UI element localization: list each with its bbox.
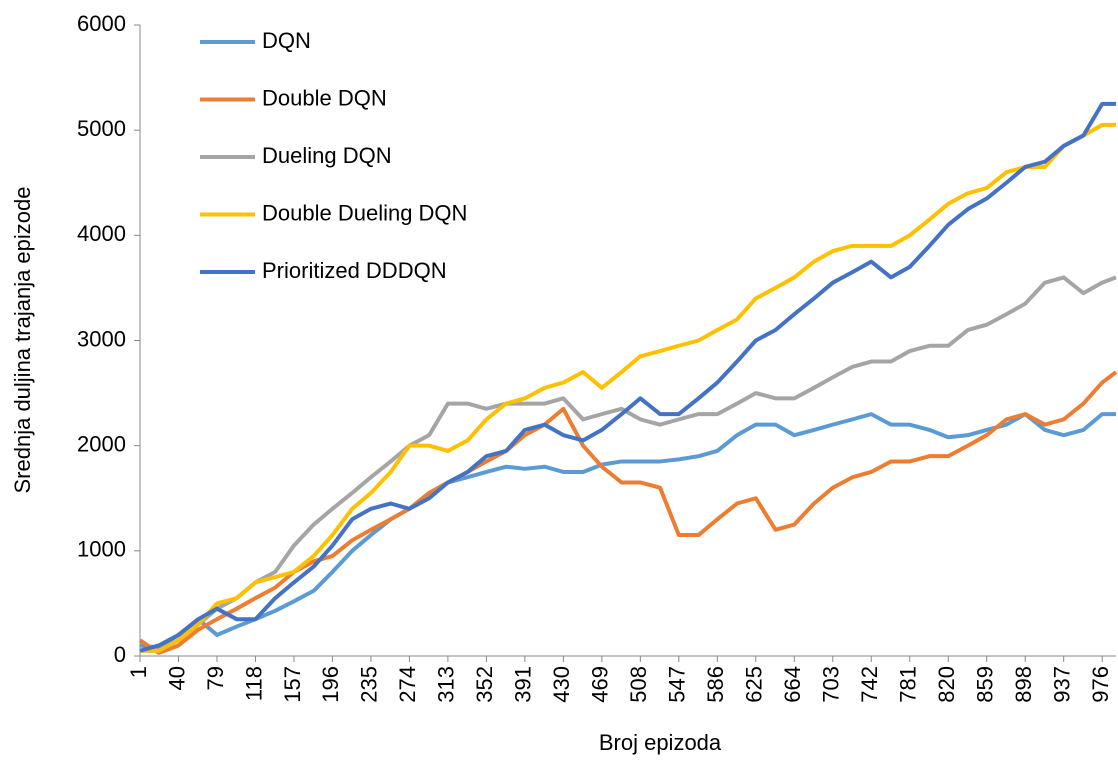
y-axis-label: Srednja duljina trajanja epizode: [10, 187, 35, 494]
x-tick-label: 352: [472, 666, 497, 703]
y-tick-label: 2000: [77, 431, 126, 456]
x-tick-label: 157: [280, 666, 305, 703]
y-tick-label: 5000: [77, 116, 126, 141]
legend-label: Double Dueling DQN: [262, 200, 467, 225]
x-tick-label: 196: [318, 666, 343, 703]
x-tick-label: 898: [1011, 666, 1036, 703]
series-line: [140, 122, 1116, 653]
x-tick-label: 508: [626, 666, 651, 703]
x-tick-label: 820: [934, 666, 959, 703]
x-tick-label: 547: [665, 666, 690, 703]
x-tick-label: 469: [588, 666, 613, 703]
x-tick-label: 40: [164, 666, 189, 690]
legend-label: Dueling DQN: [262, 143, 392, 168]
x-axis-label: Broj epizoda: [599, 730, 722, 755]
series-line: [138, 370, 1118, 655]
x-tick-label: 586: [703, 666, 728, 703]
x-tick-label: 313: [434, 666, 459, 703]
x-tick-label: 664: [780, 666, 805, 703]
series-line: [139, 412, 1116, 650]
series-line: [139, 101, 1116, 653]
x-tick-label: 742: [857, 666, 882, 703]
x-tick-label: 703: [819, 666, 844, 703]
y-tick-label: 0: [114, 642, 126, 667]
x-tick-label: 781: [896, 666, 921, 703]
y-tick-label: 1000: [77, 537, 126, 562]
x-tick-label: 274: [395, 666, 420, 703]
x-tick-label: 118: [241, 666, 266, 701]
x-tick-label: 391: [511, 666, 536, 703]
y-tick-label: 4000: [77, 221, 126, 246]
x-tick-label: 235: [357, 666, 382, 703]
legend-label: DQN: [262, 28, 311, 53]
x-tick-label: 430: [549, 666, 574, 703]
y-tick-label: 3000: [77, 326, 126, 351]
x-tick-label: 937: [1050, 666, 1075, 703]
x-tick-label: 976: [1088, 666, 1113, 703]
x-tick-label: 79: [203, 666, 228, 690]
x-tick-label: 859: [973, 666, 998, 703]
x-tick-label: 1: [126, 666, 151, 678]
legend-label: Double DQN: [262, 85, 387, 110]
x-tick-label: 625: [742, 666, 767, 703]
y-tick-label: 6000: [77, 11, 126, 36]
legend-label: Prioritized DDDQN: [262, 258, 447, 283]
series-line: [140, 275, 1117, 653]
